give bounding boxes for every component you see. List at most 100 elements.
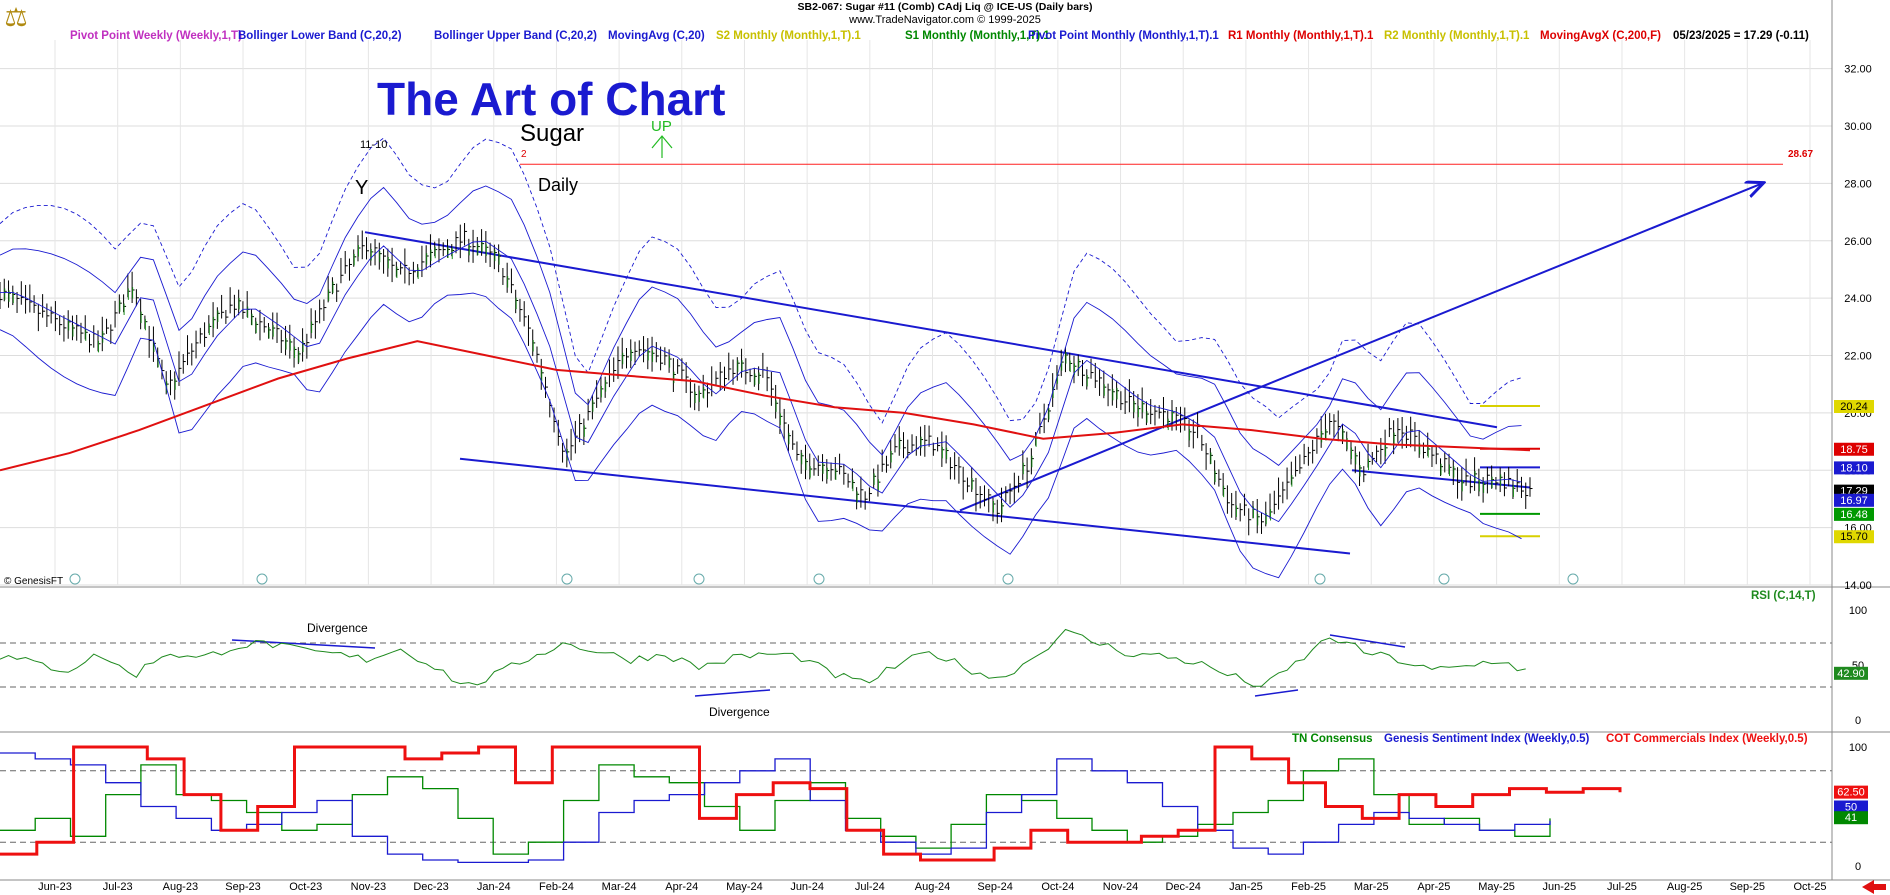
svg-text:⚖: ⚖: [4, 3, 27, 33]
time-tick-label: Oct-25: [1793, 881, 1826, 893]
price-axis-label: 15.70: [1840, 531, 1868, 543]
time-tick-label: Feb-25: [1291, 881, 1326, 893]
price-tick-label: 24.00: [1844, 293, 1872, 305]
moving-average-200: [0, 340, 1531, 472]
genesis-copyright: © GenesisFT: [4, 576, 64, 587]
time-tick-label: Jul-23: [103, 881, 133, 893]
time-tick-label: Jun-24: [790, 881, 824, 893]
time-tick-label: Nov-23: [351, 881, 386, 893]
tradenavigator-logo[interactable]: ⚖: [2, 2, 30, 33]
divergence-line: [694, 689, 771, 697]
legend-item: R2 Monthly (Monthly,1,T).1: [1384, 30, 1530, 42]
sentiment-label-bg: [1834, 800, 1868, 814]
rsi-label-bg: [1834, 666, 1868, 680]
time-tick-label: Aug-25: [1667, 881, 1702, 893]
legend-item: 05/23/2025 = 17.29 (-0.11): [1673, 30, 1809, 42]
up-arrow-head: [651, 135, 673, 149]
price-tick-label: 22.00: [1844, 351, 1872, 363]
legend-item: R1 Monthly (Monthly,1,T).1: [1228, 30, 1374, 42]
time-tick-label: Sep-24: [977, 881, 1012, 893]
time-tick-label: Apr-25: [1417, 881, 1450, 893]
sentiment-tick-label: 0: [1855, 861, 1861, 873]
event-marker: [813, 573, 825, 585]
sugar-label: Sugar: [520, 120, 585, 147]
wave-y-label: Y: [355, 177, 369, 199]
sentiment-label-bg: [1834, 785, 1868, 799]
level-label-28-67: 28.67: [1788, 149, 1814, 160]
level-num: 2: [521, 149, 527, 160]
chart-symbol-header: SB2-067: Sugar #11 (Comb) CAdj Liq @ ICE…: [797, 1, 1093, 13]
price-axis-label: 18.10: [1840, 462, 1868, 474]
legend-item: MovingAvg (C,20): [608, 30, 705, 42]
time-tick-label: Jul-24: [855, 881, 885, 893]
price-axis-label: 16.48: [1840, 509, 1868, 521]
up-label: UP: [651, 118, 672, 135]
sentiment-legend-genesis: Genesis Sentiment Index (Weekly,0.5): [1384, 733, 1590, 745]
price-tick-label: 28.00: [1844, 178, 1872, 190]
time-tick-label: Jan-24: [477, 881, 511, 893]
bollinger-upper-band: [0, 185, 1522, 466]
time-tick-label: Dec-23: [413, 881, 448, 893]
divergence-line: [1254, 689, 1299, 697]
rsi-panel-title: RSI (C,14,T): [1751, 590, 1816, 602]
price-axis-label: 18.75: [1840, 444, 1868, 456]
art-of-chart-title: The Art of Chart: [377, 73, 726, 125]
time-tick-label: Dec-24: [1165, 881, 1200, 893]
projection-arrow: [1189, 183, 1762, 417]
sentiment-tick-label: 100: [1849, 742, 1867, 754]
legend-item: S1 Monthly (Monthly,1,T).1: [905, 30, 1050, 42]
divergence-label-top: Divergence: [307, 621, 368, 635]
sentiment-line-2: [0, 745, 1622, 862]
time-tick-label: Jan-25: [1229, 881, 1263, 893]
price-axis-label-bg: [1834, 442, 1874, 456]
sentiment-legend-cot: COT Commercials Index (Weekly,0.5): [1606, 733, 1808, 745]
price-tick-label: 26.00: [1844, 236, 1872, 248]
legend-item: Bollinger Lower Band (C,20,2): [238, 30, 402, 42]
rsi-line: [0, 628, 1526, 687]
time-tick-label: Aug-23: [163, 881, 198, 893]
price-axis-label-bg: [1834, 507, 1874, 521]
time-tick-label: Mar-25: [1354, 881, 1389, 893]
sentiment-line-0: [0, 758, 1551, 855]
divergence-label-bottom: Divergence: [709, 705, 770, 719]
time-tick-label: Jun-23: [38, 881, 72, 893]
legend-item: MovingAvgX (C,200,F): [1540, 30, 1661, 42]
rsi-axis-label: 42.90: [1837, 668, 1865, 680]
time-tick-label: May-25: [1478, 881, 1515, 893]
event-marker: [1314, 573, 1326, 585]
scroll-right-arrow[interactable]: [1862, 880, 1886, 894]
daily-label: Daily: [538, 175, 579, 195]
sentiment-legend-tn: TN Consensus: [1292, 733, 1373, 745]
time-tick-label: Oct-24: [1041, 881, 1074, 893]
event-marker: [561, 573, 573, 585]
price-axis-label: 20.24: [1840, 401, 1868, 413]
time-tick-label: Sep-25: [1730, 881, 1765, 893]
sentiment-axis-label: 62.50: [1837, 787, 1865, 799]
legend-item: Pivot Point Monthly (Monthly,1,T).1: [1028, 30, 1219, 42]
time-tick-label: Feb-24: [539, 881, 574, 893]
date-note-label: 11-10: [360, 139, 388, 151]
price-tick-label: 14.00: [1844, 580, 1872, 592]
time-tick-label: May-24: [726, 881, 763, 893]
sentiment-line-1: [0, 752, 1551, 864]
rsi-tick-label: 100: [1849, 605, 1867, 617]
time-tick-label: Jun-25: [1542, 881, 1576, 893]
chart-copyright-header: www.TradeNavigator.com © 1999-2025: [849, 14, 1041, 26]
trend-line: [959, 414, 1191, 512]
event-marker: [1002, 573, 1014, 585]
time-tick-label: Apr-24: [665, 881, 698, 893]
price-axis-label-bg: [1834, 400, 1874, 414]
price-axis-label-bg: [1834, 461, 1874, 475]
legend-item: S2 Monthly (Monthly,1,T).1: [716, 30, 861, 42]
rsi-tick-label: 0: [1855, 715, 1861, 727]
event-marker: [693, 573, 705, 585]
sentiment-axis-label: 41: [1845, 812, 1857, 824]
time-tick-label: Jul-25: [1607, 881, 1637, 893]
event-marker: [256, 573, 268, 585]
price-tick-label: 30.00: [1844, 121, 1872, 133]
divergence-line: [231, 639, 376, 649]
legend-item: Pivot Point Weekly (Weekly,1,T): [70, 30, 242, 42]
bollinger-lower-band: [0, 292, 1522, 579]
event-marker: [1567, 573, 1579, 585]
